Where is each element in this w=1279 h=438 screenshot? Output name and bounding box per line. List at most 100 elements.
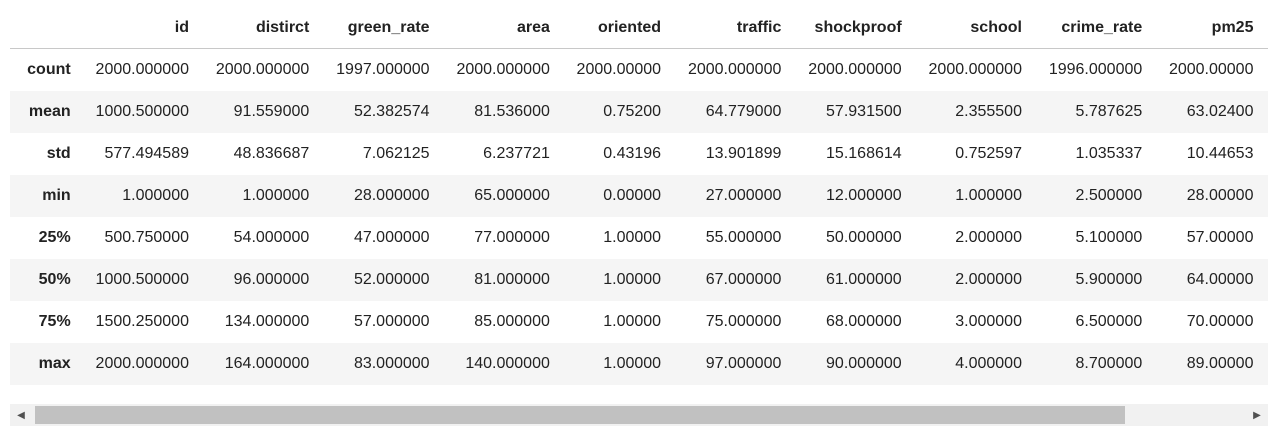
table-cell bbox=[1259, 343, 1268, 385]
table-cell bbox=[1259, 91, 1268, 133]
row-index-label: min bbox=[42, 187, 71, 204]
table-cell: 89.00000 bbox=[1186, 355, 1254, 372]
table-cell: 90.000000 bbox=[826, 355, 902, 372]
table-cell: 28.00000 bbox=[1186, 187, 1254, 204]
table-cell: 4.000000 bbox=[955, 355, 1022, 372]
table-cell bbox=[1259, 133, 1268, 175]
table-cell: 1997.000000 bbox=[336, 61, 430, 78]
table-cell: 85.000000 bbox=[474, 313, 550, 330]
triangle-left-icon[interactable]: ◀ bbox=[17, 409, 25, 421]
triangle-right-icon[interactable]: ▶ bbox=[1253, 409, 1261, 421]
table-cell: 2.355500 bbox=[955, 103, 1022, 120]
column-header: shockproof bbox=[787, 8, 908, 49]
table-cell: 28.000000 bbox=[353, 187, 430, 204]
table-cell: 50.000000 bbox=[826, 229, 902, 246]
table-cell: 1.000000 bbox=[122, 187, 189, 204]
table-cell: 12.000000 bbox=[826, 187, 902, 204]
table-cell: 1.035337 bbox=[1075, 145, 1143, 162]
table-row: 50% 1000.500000 96.000000 52.000000 81.00000… bbox=[10, 259, 1268, 301]
table-cell: 500.750000 bbox=[104, 229, 189, 246]
table-cell: 68.000000 bbox=[826, 313, 902, 330]
table-cell: 64.00000 bbox=[1186, 271, 1254, 288]
table-cell bbox=[1259, 301, 1268, 343]
table-cell bbox=[1259, 217, 1268, 259]
table-cell: 77.000000 bbox=[474, 229, 550, 246]
table-cell: 13.901899 bbox=[705, 145, 782, 162]
table-cell: 140.000000 bbox=[465, 355, 550, 372]
table-cell: 97.000000 bbox=[705, 355, 782, 372]
table-cell: 2000.000000 bbox=[215, 61, 310, 78]
table-cell: 75.000000 bbox=[705, 313, 782, 330]
row-index-label: max bbox=[38, 355, 71, 372]
table-cell: 1000.500000 bbox=[95, 271, 189, 288]
table-cell: 47.000000 bbox=[353, 229, 430, 246]
table-cell: 5.900000 bbox=[1075, 271, 1143, 288]
row-index-label: count bbox=[27, 61, 71, 78]
table-cell: 2000.000000 bbox=[928, 61, 1022, 78]
column-header-clipped bbox=[1259, 8, 1268, 49]
table-cell: 2000.000000 bbox=[808, 61, 902, 78]
table-cell: 2000.00000 bbox=[576, 61, 662, 78]
table-cell: 65.000000 bbox=[474, 187, 550, 204]
table-row: min 1.000000 1.000000 28.000000 65.000000 0.0… bbox=[10, 175, 1268, 217]
table-cell: 1000.500000 bbox=[95, 103, 189, 120]
table-cell: 67.000000 bbox=[705, 271, 782, 288]
table-cell: 10.44653 bbox=[1186, 145, 1254, 162]
table-cell: 57.00000 bbox=[1186, 229, 1254, 246]
describe-table: id distirct green_rate area oriented tra… bbox=[10, 8, 1268, 385]
table-cell: 2000.000000 bbox=[95, 355, 189, 372]
table-cell: 1.000000 bbox=[955, 187, 1022, 204]
table-cell bbox=[1259, 175, 1268, 217]
table-cell: 2.000000 bbox=[955, 271, 1022, 288]
column-header: crime_rate bbox=[1027, 8, 1149, 49]
row-index-label: std bbox=[46, 145, 71, 162]
table-cell: 2000.000000 bbox=[687, 61, 782, 78]
table-cell: 15.168614 bbox=[826, 145, 902, 162]
table-cell: 52.382574 bbox=[353, 103, 430, 120]
table-cell: 57.000000 bbox=[353, 313, 430, 330]
table-cell: 81.000000 bbox=[474, 271, 550, 288]
horizontal-scrollbar[interactable]: ◀ ▶ bbox=[10, 404, 1268, 426]
column-header: id bbox=[74, 8, 195, 49]
table-cell: 57.931500 bbox=[826, 103, 902, 120]
row-index-label: mean bbox=[28, 103, 71, 120]
table-cell: 134.000000 bbox=[224, 313, 310, 330]
table-cell: 1.00000 bbox=[603, 313, 662, 330]
table-cell: 1500.250000 bbox=[95, 313, 189, 330]
column-header: distirct bbox=[194, 8, 316, 49]
table-cell: 5.787625 bbox=[1075, 103, 1143, 120]
index-header bbox=[10, 8, 75, 49]
table-cell: 0.00000 bbox=[603, 187, 662, 204]
table-row: max 2000.000000 164.000000 83.000000 140.000… bbox=[10, 343, 1268, 385]
table-cell: 55.000000 bbox=[705, 229, 782, 246]
table-row: 75% 1500.250000 134.000000 57.000000 85.0000… bbox=[10, 301, 1268, 343]
table-cell: 2.000000 bbox=[955, 229, 1022, 246]
column-header: green_rate bbox=[315, 8, 436, 49]
table-cell: 5.100000 bbox=[1075, 229, 1143, 246]
table-cell: 81.536000 bbox=[474, 103, 550, 120]
table-row: std 577.494589 48.836687 7.062125 6.237721 0.… bbox=[10, 133, 1268, 175]
table-cell: 2.500000 bbox=[1075, 187, 1143, 204]
table-cell: 0.43196 bbox=[603, 145, 662, 162]
row-index-label: 50% bbox=[38, 271, 71, 288]
table-cell: 70.00000 bbox=[1186, 313, 1254, 330]
table-cell: 83.000000 bbox=[353, 355, 430, 372]
table-cell: 54.000000 bbox=[233, 229, 310, 246]
table-row: mean 1000.500000 91.559000 52.382574 81.5360… bbox=[10, 91, 1268, 133]
dataframe-output: id distirct green_rate area oriented tra… bbox=[10, 8, 1268, 393]
table-cell: 7.062125 bbox=[362, 145, 430, 162]
column-header: traffic bbox=[667, 8, 788, 49]
table-cell: 1.000000 bbox=[242, 187, 310, 204]
table-cell: 64.779000 bbox=[705, 103, 782, 120]
column-header: school bbox=[907, 8, 1028, 49]
row-index-label: 75% bbox=[38, 313, 71, 330]
table-cell: 2000.000000 bbox=[95, 61, 189, 78]
table-cell: 91.559000 bbox=[233, 103, 310, 120]
table-cell: 1.00000 bbox=[603, 229, 662, 246]
scrollbar-thumb[interactable] bbox=[35, 406, 1125, 424]
table-cell: 577.494589 bbox=[104, 145, 189, 162]
column-header: oriented bbox=[555, 8, 668, 49]
header-row: id distirct green_rate area oriented tra… bbox=[10, 8, 1268, 49]
table-cell: 48.836687 bbox=[233, 145, 310, 162]
table-cell: 1.00000 bbox=[603, 271, 662, 288]
